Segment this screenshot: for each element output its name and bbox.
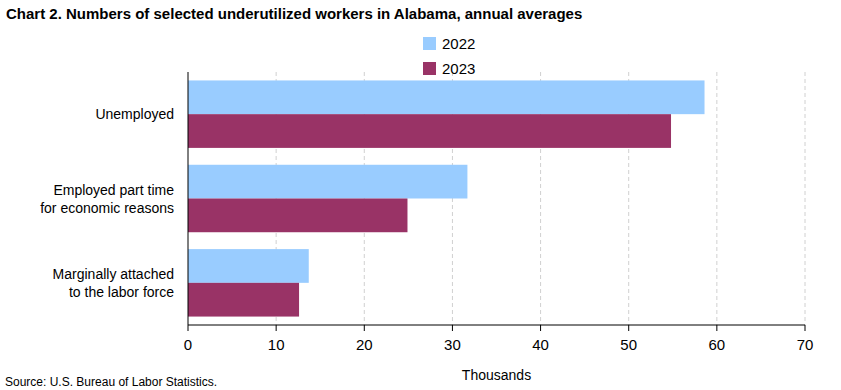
bar <box>188 283 299 317</box>
tick-mark <box>540 325 541 331</box>
tick-label: 0 <box>184 336 192 353</box>
category-label: Marginally attached to the labor force <box>53 266 175 300</box>
category-label-line: to the labor force <box>69 284 174 300</box>
category-label: Unemployed <box>95 106 174 122</box>
bar <box>188 199 407 233</box>
legend-label: 2022 <box>442 35 475 52</box>
tick-label: 50 <box>620 336 637 353</box>
tick-label: 70 <box>797 336 814 353</box>
category-label-line: Unemployed <box>95 106 174 122</box>
tick-label: 30 <box>444 336 461 353</box>
tick-label: 60 <box>709 336 726 353</box>
chart: Chart 2. Numbers of selected underutiliz… <box>0 0 841 390</box>
source: Source: U.S. Bureau of Labor Statistics. <box>5 375 217 389</box>
tick-mark <box>188 325 189 331</box>
tick-mark <box>364 325 365 331</box>
legend-swatch <box>423 37 436 50</box>
grid-line <box>716 72 717 325</box>
bar <box>188 80 705 114</box>
x-axis-label: Thousands <box>462 367 531 383</box>
legend-label: 2023 <box>442 60 475 77</box>
category-label: Employed part time for economic reasons <box>40 182 174 216</box>
bar <box>188 249 309 283</box>
category-label-line: for economic reasons <box>40 200 174 216</box>
grid-line <box>805 72 806 325</box>
legend-swatch <box>423 62 436 75</box>
tick-mark <box>628 325 629 331</box>
category-label-line: Marginally attached <box>53 266 174 282</box>
tick-mark <box>716 325 717 331</box>
x-axis-line <box>188 325 805 326</box>
tick-label: 40 <box>532 336 549 353</box>
y-axis-line <box>188 72 189 325</box>
tick-label: 20 <box>356 336 373 353</box>
tick-label: 10 <box>268 336 285 353</box>
tick-mark <box>276 325 277 331</box>
tick-mark <box>805 325 806 331</box>
category-label-line: Employed part time <box>53 182 174 198</box>
bar <box>188 165 467 199</box>
bars <box>188 80 705 316</box>
bar <box>188 114 671 148</box>
tick-mark <box>452 325 453 331</box>
title: Chart 2. Numbers of selected underutiliz… <box>6 5 582 22</box>
